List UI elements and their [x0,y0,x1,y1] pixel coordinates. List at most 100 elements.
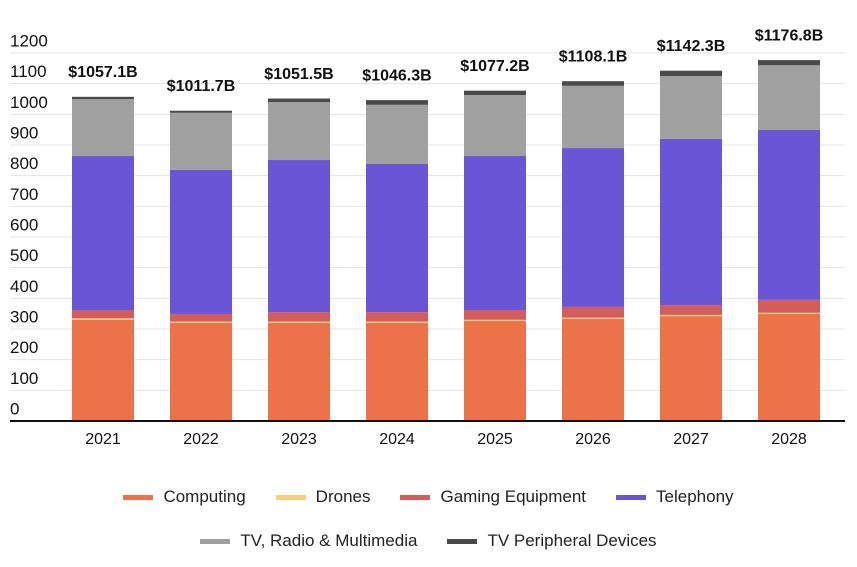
bar-segment [758,312,820,314]
legend-item: Telephony [616,487,734,507]
y-tick-label: 600 [10,215,38,234]
y-tick-label: 700 [10,185,38,204]
y-tick-label: 300 [10,307,38,326]
y-tick-label: 100 [10,369,38,388]
bar-segment [660,305,722,315]
bar-segment [366,321,428,323]
bar-segment [464,156,526,310]
bar-segment [72,96,134,99]
total-label: $1077.2B [460,58,529,75]
bar-segment [758,129,820,300]
bar-segment [758,65,820,130]
legend-label: TV Peripheral Devices [487,531,657,550]
bar-segment [366,322,428,421]
bar-segment [562,317,624,319]
legend-label: Computing [163,487,246,506]
y-tick-label: 900 [10,123,38,142]
legend-swatch [400,494,431,500]
bar-segment [170,313,232,322]
bar-segment [562,85,624,149]
bar-segment [464,90,526,96]
y-tick-label: 1100 [10,62,47,81]
legend-item: Drones [275,487,371,507]
bar-segment [268,322,330,421]
x-tick-label: 2027 [673,431,709,448]
bar-segment [170,112,232,170]
legend-swatch [616,494,647,500]
total-label: $1142.3B [657,38,726,55]
bar-segment [268,321,330,323]
legend-swatch [123,494,154,500]
x-tick-label: 2028 [771,431,807,448]
legend-label: Drones [315,487,371,506]
y-tick-label: 1200 [10,31,48,50]
bar-segment [660,76,722,139]
bar-segment [170,321,232,323]
chart: 0 100 200 300 400 500 600 700 800 900 1000 1100 1200… [10,27,845,448]
x-tick-label: 2024 [379,431,415,448]
legend-row: TV, Radio & Multimedia TV Peripheral Devi… [0,519,857,563]
x-tick-label: 2023 [281,431,317,448]
bar-segment [758,60,820,66]
legend-item: Computing [123,487,246,507]
y-tick-label: 200 [10,338,38,357]
y-tick-label: 800 [10,154,38,173]
total-label: $1051.5B [264,66,333,83]
legend-row: Computing Drones Gaming Equipment Telephony [0,475,857,519]
bar-segment [72,309,134,319]
x-tick-label: 2026 [575,431,611,448]
bar-segment [170,322,232,421]
bar-segment [72,319,134,421]
bar-segment [366,164,428,313]
bar-segment [170,110,232,113]
legend-item: TV, Radio & Multimedia [200,531,417,551]
legend-item: TV Peripheral Devices [447,531,657,551]
bar-segment [660,70,722,76]
bar-segment [758,299,820,313]
bar-segment [464,95,526,157]
bar-segment [660,138,722,306]
legend-swatch [200,538,231,544]
bar-segment [660,316,722,421]
bar-segment [268,98,330,103]
bar-segment [660,314,722,317]
bar-segment [268,312,330,322]
y-tick-label: 400 [10,277,38,296]
total-label: $1011.7B [167,78,236,95]
bar-segment [366,100,428,105]
legend: Computing Drones Gaming Equipment Telephony… [0,475,857,563]
bar-segment [72,99,134,157]
x-tick-label: 2025 [477,431,513,448]
total-label: $1046.3B [362,67,431,84]
legend-label: Telephony [656,487,734,506]
x-tick-label: 2022 [183,431,219,448]
bar-segment [562,318,624,421]
y-tick-label: 500 [10,246,38,265]
y-tick-label: 0 [10,399,19,418]
bar-segment [268,102,330,161]
bar-segment [366,104,428,165]
y-tick-label: 1000 [10,93,48,112]
bar-segment [268,160,330,313]
bar-segment [562,81,624,86]
bar-segment [464,321,526,421]
bar-segment [72,318,134,320]
legend-swatch [275,494,306,500]
bar-segment [170,169,232,314]
bar-segment [562,148,624,307]
total-label: $1108.1B [559,48,628,65]
bar-segment [464,319,526,322]
x-tick-label: 2021 [85,431,121,448]
legend-item: Gaming Equipment [400,487,586,507]
bar-segment [562,306,624,318]
bar-segment [366,312,428,322]
total-label: $1176.8B [755,27,824,44]
legend-swatch [447,538,478,544]
legend-label: Gaming Equipment [440,487,587,506]
total-label: $1057.1B [68,64,137,81]
bar-segment [72,156,134,310]
bar-segment [758,313,820,421]
legend-label: TV, Radio & Multimedia [240,531,418,550]
bar-segment [464,309,526,320]
